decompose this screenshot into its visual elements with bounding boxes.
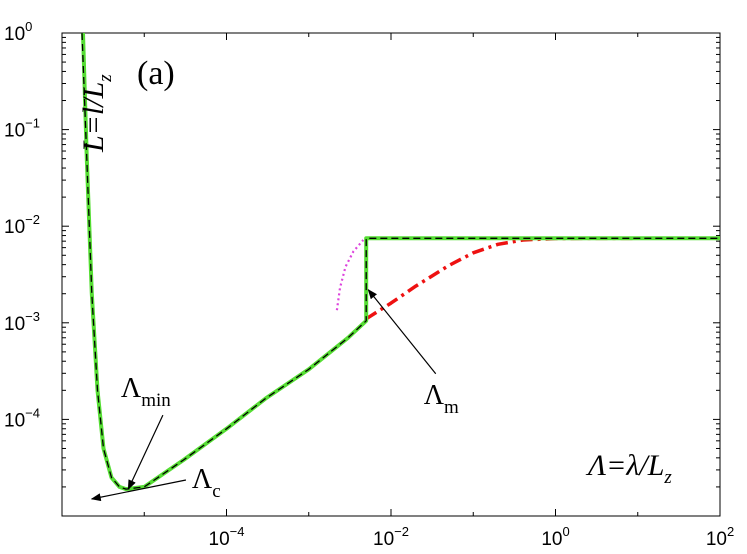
y-tick-label-base: 10 xyxy=(4,24,25,45)
annotation-arrow-min xyxy=(127,414,164,490)
x-tick-label: 10−2 xyxy=(373,524,409,550)
y-tick-label-base: 10 xyxy=(4,217,25,238)
y-tick-label-base: 10 xyxy=(4,314,25,335)
x-tick-label-exp: −2 xyxy=(394,524,409,539)
annotation-subscript: m xyxy=(444,397,459,418)
y-axis-label-main: L=l/L xyxy=(77,82,110,153)
y-tick-label: 10−1 xyxy=(4,116,40,142)
annotation-symbol: Λ xyxy=(424,380,445,411)
y-tick-label-base: 10 xyxy=(4,410,25,431)
x-tick-label: 100 xyxy=(541,524,569,550)
x-tick-label-exp: 2 xyxy=(727,524,734,539)
y-tick-label-base: 10 xyxy=(4,121,25,142)
x-tick-label: 10−4 xyxy=(209,524,245,550)
y-tick-label: 10−2 xyxy=(4,212,40,238)
y-axis-label-sub: z xyxy=(95,74,116,83)
annotation-subscript: min xyxy=(141,390,171,411)
y-tick-label: 10−4 xyxy=(4,405,40,431)
y-axis-label: L=l/Lz xyxy=(77,74,116,153)
annotation-label-c: Λc xyxy=(192,464,221,502)
x-tick-label-base: 10 xyxy=(209,529,230,550)
annotation-subscript: c xyxy=(212,481,220,502)
x-tick-label-base: 10 xyxy=(541,529,562,550)
annotation-symbol: Λ xyxy=(121,373,142,404)
x-axis-label-sub: z xyxy=(663,467,672,488)
y-tick-label-exp: −1 xyxy=(25,116,40,131)
annotation-arrow-m xyxy=(367,288,437,375)
x-tick-label: 102 xyxy=(706,524,734,550)
annotation-label-m: Λm xyxy=(424,380,459,418)
y-tick-label-exp: −3 xyxy=(25,309,40,324)
y-tick-label: 100 xyxy=(4,19,32,45)
y-tick-label-exp: −4 xyxy=(25,405,40,420)
series-line-dashdot xyxy=(365,236,720,321)
series-line-dotted xyxy=(335,239,365,311)
series-line-solid xyxy=(81,32,720,492)
series-line-dashed xyxy=(81,32,720,490)
x-axis-label: Λ=λ/Lz xyxy=(585,449,672,488)
annotation-label-min: Λmin xyxy=(121,373,171,411)
series-layer xyxy=(81,32,720,492)
annotation-symbol: Λ xyxy=(192,464,213,495)
x-axis-label-main: Λ=λ/L xyxy=(585,449,664,482)
y-tick-label-exp: −2 xyxy=(25,212,40,227)
x-tick-label-exp: 0 xyxy=(562,524,569,539)
plot-frame xyxy=(61,32,721,517)
y-tick-label: 10−3 xyxy=(4,309,40,335)
x-tick-label-base: 10 xyxy=(706,529,727,550)
x-tick-label-base: 10 xyxy=(373,529,394,550)
y-tick-label-exp: 0 xyxy=(25,19,32,34)
panel-label: (a) xyxy=(137,55,175,92)
x-tick-label-exp: −4 xyxy=(230,524,245,539)
annotation-arrow-c xyxy=(90,479,187,502)
